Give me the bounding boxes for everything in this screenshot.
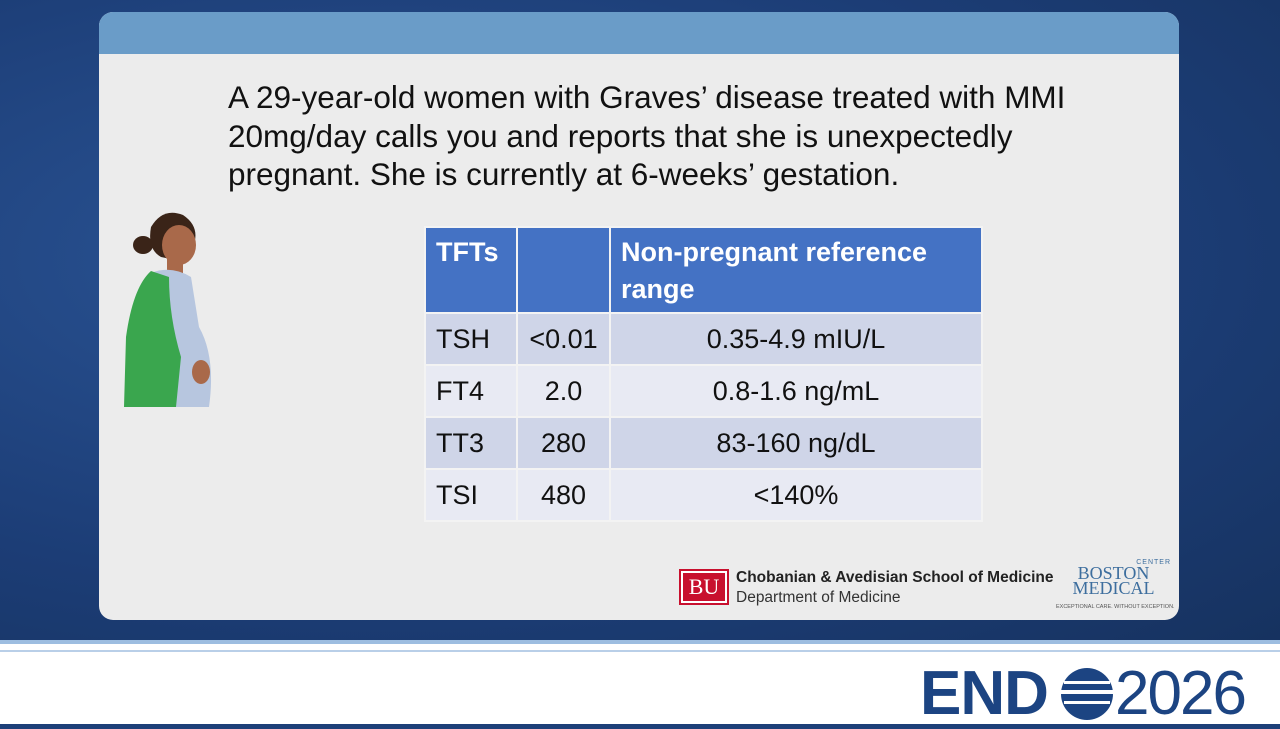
question-text: A 29-year-old women with Graves’ disease… [228, 79, 1066, 192]
card-header-bar [99, 12, 1179, 54]
bmc-logo: CENTER BOSTON MEDICAL EXCEPTIONAL CARE. … [1056, 559, 1175, 610]
table-cell: TSI [424, 468, 518, 522]
header-cell: Non-pregnant reference range [609, 226, 983, 314]
table-cell: TT3 [424, 416, 518, 470]
bu-mark: BU [679, 569, 729, 605]
header-cell [516, 226, 611, 314]
department-name: Department of Medicine [736, 589, 901, 606]
header-cell: TFTs [424, 226, 518, 314]
lab-table: TFTs Non-pregnant reference range TSH <0.… [424, 226, 983, 522]
table-cell: 480 [516, 468, 611, 522]
table-row: TSI 480 <140% [424, 468, 983, 522]
table-cell: 280 [516, 416, 611, 470]
bmc-center: CENTER [1136, 559, 1171, 566]
table-row: FT4 2.0 0.8-1.6 ng/mL [424, 364, 983, 418]
table-cell: TSH [424, 312, 518, 366]
table-row: TSH <0.01 0.35-4.9 mIU/L [424, 312, 983, 366]
table-cell: <140% [609, 468, 983, 522]
bmc-tagline: EXCEPTIONAL CARE. WITHOUT EXCEPTION. [1056, 604, 1175, 610]
pregnant-woman-illustration [124, 212, 212, 407]
slide-card: A 29-year-old women with Graves’ disease… [99, 12, 1179, 620]
globe-icon [1061, 668, 1113, 720]
school-name: Chobanian & Avedisian School of Medicine [736, 569, 1054, 586]
table-cell: 0.35-4.9 mIU/L [609, 312, 983, 366]
table-cell: 83-160 ng/dL [609, 416, 983, 470]
footer-year: 2026 [1115, 659, 1247, 728]
table-body: TSH <0.01 0.35-4.9 mIU/L FT4 2.0 0.8-1.6 ng/m… [424, 312, 983, 522]
table-header-row: TFTs Non-pregnant reference range [424, 226, 983, 314]
footer: END 2026 [0, 640, 1280, 728]
bmc-name: BOSTON MEDICAL [1072, 563, 1155, 598]
table-cell: 0.8-1.6 ng/mL [609, 364, 983, 418]
table-cell: <0.01 [516, 312, 611, 366]
table-row: TT3 280 83-160 ng/dL [424, 416, 983, 470]
footer-brand: END [920, 659, 1049, 728]
table-cell: FT4 [424, 364, 518, 418]
table-cell: 2.0 [516, 364, 611, 418]
footer-line [0, 650, 1280, 652]
